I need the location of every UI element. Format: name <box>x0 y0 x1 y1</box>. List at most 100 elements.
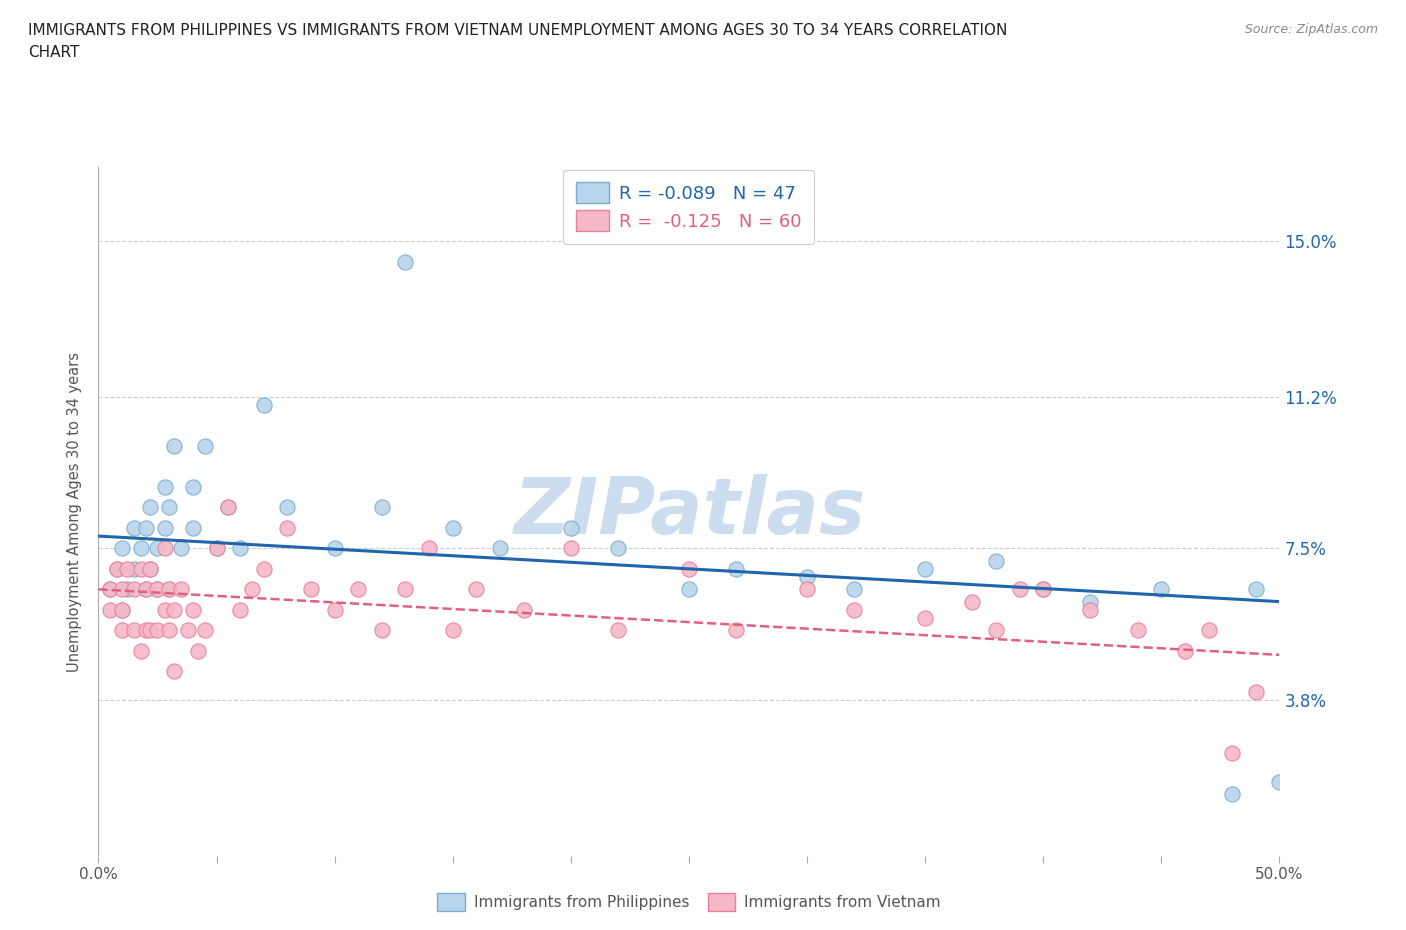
Point <box>129 644 152 658</box>
Point <box>725 623 748 638</box>
Point <box>163 603 186 618</box>
Point <box>347 582 370 597</box>
Point <box>489 541 512 556</box>
Point <box>122 582 145 597</box>
Point <box>105 562 128 577</box>
Point <box>1198 623 1220 638</box>
Point <box>607 541 630 556</box>
Point <box>1126 623 1149 638</box>
Point <box>146 541 169 556</box>
Point <box>135 582 157 597</box>
Point <box>115 562 138 577</box>
Point <box>122 623 145 638</box>
Point <box>111 582 134 597</box>
Point <box>299 582 322 597</box>
Point <box>725 562 748 577</box>
Point <box>129 562 152 577</box>
Point <box>607 623 630 638</box>
Point <box>253 562 276 577</box>
Point <box>181 521 204 536</box>
Point <box>844 582 866 597</box>
Point <box>139 562 162 577</box>
Point <box>1244 582 1267 597</box>
Point <box>157 623 180 638</box>
Point <box>139 623 162 638</box>
Point <box>1220 746 1243 761</box>
Point <box>678 582 700 597</box>
Point <box>111 623 134 638</box>
Point <box>371 623 394 638</box>
Point <box>111 603 134 618</box>
Point <box>796 582 818 597</box>
Point <box>465 582 488 597</box>
Text: ZIPatlas: ZIPatlas <box>513 473 865 550</box>
Point <box>98 603 121 618</box>
Point <box>135 623 157 638</box>
Point <box>1080 603 1102 618</box>
Point <box>678 562 700 577</box>
Point <box>111 603 134 618</box>
Point <box>394 582 416 597</box>
Point <box>441 623 464 638</box>
Legend: Immigrants from Philippines, Immigrants from Vietnam: Immigrants from Philippines, Immigrants … <box>430 887 948 917</box>
Point <box>914 562 936 577</box>
Point <box>115 582 138 597</box>
Point <box>512 603 534 618</box>
Point <box>146 582 169 597</box>
Point <box>157 500 180 515</box>
Text: IMMIGRANTS FROM PHILIPPINES VS IMMIGRANTS FROM VIETNAM UNEMPLOYMENT AMONG AGES 3: IMMIGRANTS FROM PHILIPPINES VS IMMIGRANT… <box>28 23 1008 38</box>
Point <box>1244 684 1267 699</box>
Point <box>122 562 145 577</box>
Point <box>1032 582 1054 597</box>
Point <box>962 594 984 609</box>
Point <box>1032 582 1054 597</box>
Point <box>170 582 193 597</box>
Point <box>323 541 346 556</box>
Point <box>146 623 169 638</box>
Point <box>163 439 186 454</box>
Point <box>229 603 252 618</box>
Text: CHART: CHART <box>28 45 80 60</box>
Point <box>177 623 200 638</box>
Point <box>181 603 204 618</box>
Point <box>105 562 128 577</box>
Point <box>153 603 176 618</box>
Point <box>146 582 169 597</box>
Point <box>157 582 180 597</box>
Point <box>187 644 209 658</box>
Point <box>129 541 152 556</box>
Point <box>1220 787 1243 802</box>
Point <box>984 623 1007 638</box>
Point <box>194 623 217 638</box>
Point <box>560 521 582 536</box>
Point <box>135 582 157 597</box>
Point <box>153 541 176 556</box>
Point <box>122 521 145 536</box>
Point <box>914 611 936 626</box>
Point <box>441 521 464 536</box>
Point <box>1150 582 1173 597</box>
Point <box>194 439 217 454</box>
Point <box>984 553 1007 568</box>
Point <box>153 521 176 536</box>
Point <box>139 500 162 515</box>
Point <box>371 500 394 515</box>
Point <box>796 569 818 584</box>
Point <box>111 541 134 556</box>
Point <box>205 541 228 556</box>
Point <box>163 664 186 679</box>
Point <box>157 582 180 597</box>
Point <box>135 521 157 536</box>
Point <box>323 603 346 618</box>
Point <box>844 603 866 618</box>
Point <box>1080 594 1102 609</box>
Point <box>181 480 204 495</box>
Point <box>276 500 298 515</box>
Y-axis label: Unemployment Among Ages 30 to 34 years: Unemployment Among Ages 30 to 34 years <box>67 352 83 671</box>
Point <box>139 562 162 577</box>
Point <box>98 582 121 597</box>
Point <box>205 541 228 556</box>
Point <box>1008 582 1031 597</box>
Point <box>170 541 193 556</box>
Point <box>276 521 298 536</box>
